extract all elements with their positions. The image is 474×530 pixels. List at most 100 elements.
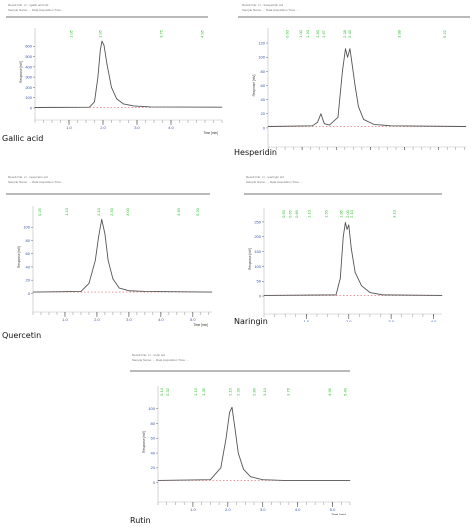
trace-point: [210, 479, 211, 481]
x-tick-label: 3.0: [260, 507, 266, 512]
trace-point: [349, 480, 351, 481]
x-tick-label: 2.0: [100, 125, 106, 130]
x-tick-label: 2.0: [346, 319, 352, 322]
trace-point: [94, 101, 95, 103]
header-line: Sample Name: ... Data Acquisition Time: …: [8, 8, 65, 12]
y-tick-label: 40: [261, 97, 266, 102]
y-tick-label: 250: [254, 219, 261, 224]
trace-point: [267, 126, 269, 127]
chromatogram-trace: [263, 222, 443, 296]
y-tick-label: 80: [261, 69, 266, 74]
y-tick-label: 100: [23, 225, 30, 230]
y-axis-label: Response [mV]: [19, 61, 23, 83]
trace-point: [348, 224, 350, 226]
trace-point: [363, 119, 364, 120]
x-tick-label: 4.0: [168, 125, 174, 130]
y-tick-label: 100: [148, 406, 155, 411]
y-tick-label: 400: [25, 64, 32, 69]
header-line: Sample Name: ... Data Acquisition Time: …: [8, 180, 65, 184]
peak-label: 1.85: [338, 209, 343, 218]
header-line: Result File: c:\...\naringin std: [246, 175, 284, 179]
trace-point: [347, 56, 348, 58]
trace-point: [335, 294, 337, 296]
chart-caption: Hesperidin: [234, 148, 277, 157]
peak-label: 3.10: [391, 209, 396, 218]
trace-point: [133, 105, 134, 107]
y-tick-label: 500: [25, 54, 32, 59]
trace-point: [157, 480, 159, 481]
trace-point: [346, 228, 348, 230]
peak-label: 0.32: [165, 387, 170, 396]
peak-label: 0.14: [159, 387, 164, 396]
trace-point: [323, 123, 325, 125]
header-line: Sample Name: ... Data Acquisition Time: …: [246, 180, 303, 184]
x-tick-label: 1.0: [190, 507, 196, 512]
trace-point: [101, 218, 103, 220]
chromatogram-panel-naringin: Result File: c:\...\naringin std Sample N…: [232, 172, 474, 347]
y-tick-label: 100: [25, 95, 32, 100]
peak-label: 4.60: [176, 207, 181, 216]
peak-label: 2.50: [109, 207, 114, 216]
x-tick-label: 3.0: [388, 319, 394, 322]
trace-point: [329, 124, 330, 126]
x-tick-label: 4.0: [158, 317, 164, 322]
peak-label: 1.35: [201, 387, 206, 396]
y-tick-label: 120: [258, 40, 265, 45]
trace-point: [229, 412, 230, 413]
y-tick-label: 600: [25, 44, 32, 49]
trace-point: [220, 467, 222, 469]
peak-label: 0.80: [294, 209, 299, 218]
trace-point: [88, 283, 90, 284]
peak-label: 2.00: [345, 209, 350, 218]
trace-point: [234, 426, 236, 428]
trace-point: [382, 294, 384, 296]
peak-label: 1.67: [321, 29, 326, 38]
chromatogram-trace: [157, 406, 350, 481]
trace-point: [345, 222, 346, 223]
peak-label: 3.75: [159, 29, 164, 38]
y-tick-label: 60: [261, 83, 266, 88]
peak-label: 2.28: [342, 29, 347, 38]
y-tick-label: 20: [261, 111, 266, 116]
trace-point: [225, 437, 227, 439]
x-axis-label: Time [min]: [193, 323, 208, 327]
x-axis-label: Time [min]: [331, 513, 346, 515]
chart-caption: Quercetin: [2, 331, 42, 340]
trace-point: [231, 406, 233, 408]
y-tick-label: 0: [28, 291, 31, 296]
trace-point: [118, 287, 120, 289]
peak-label: 3.10: [262, 387, 267, 396]
x-tick-label: 2.0: [94, 317, 100, 322]
peak-label: 2.10: [227, 387, 232, 396]
header-line: Result File: c:\...\rutin std: [132, 353, 165, 357]
y-tick-label: 200: [25, 85, 32, 90]
y-tick-label: 40: [26, 264, 31, 269]
y-tick-label: 0: [259, 293, 262, 298]
peak-label: 3.88: [396, 29, 401, 38]
trace-point: [221, 106, 223, 108]
trace-point: [373, 124, 375, 125]
trace-point: [99, 50, 101, 51]
chromatogram-panel-gallic-acid: Result File: c:\...\gallic acid std Sampl…: [0, 0, 235, 165]
header-line: Sample Name: ... Data Acquisition Time: …: [132, 358, 189, 362]
peak-label: 1.50: [315, 29, 320, 38]
peak-label: 0.50: [281, 209, 286, 218]
trace-point: [317, 121, 318, 123]
trace-point: [349, 48, 351, 50]
header-line: Result File: c:\...\quercetin std: [8, 175, 48, 179]
peak-label: 1.12: [193, 387, 198, 396]
trace-point: [345, 48, 346, 50]
y-tick-label: 0: [263, 125, 266, 130]
y-tick-label: 100: [254, 264, 261, 269]
x-tick-label: 3.0: [126, 317, 132, 322]
x-tick-label: 1.0: [304, 319, 310, 322]
x-tick-label: 1.0: [62, 317, 68, 322]
trace-point: [111, 87, 112, 88]
chromatogram-panel-rutin: Result File: c:\...\rutin std Sample Name…: [118, 350, 358, 530]
chromatogram-panel-quercetin: Result File: c:\...\quercetin std Sample …: [0, 172, 235, 347]
header-line: Sample Name: ... Data Acquisition Time: …: [242, 8, 299, 12]
chromatogram-trace: [34, 40, 223, 108]
trace-point: [237, 452, 239, 454]
trace-point: [339, 277, 341, 279]
peak-label: 5.22: [442, 29, 447, 38]
